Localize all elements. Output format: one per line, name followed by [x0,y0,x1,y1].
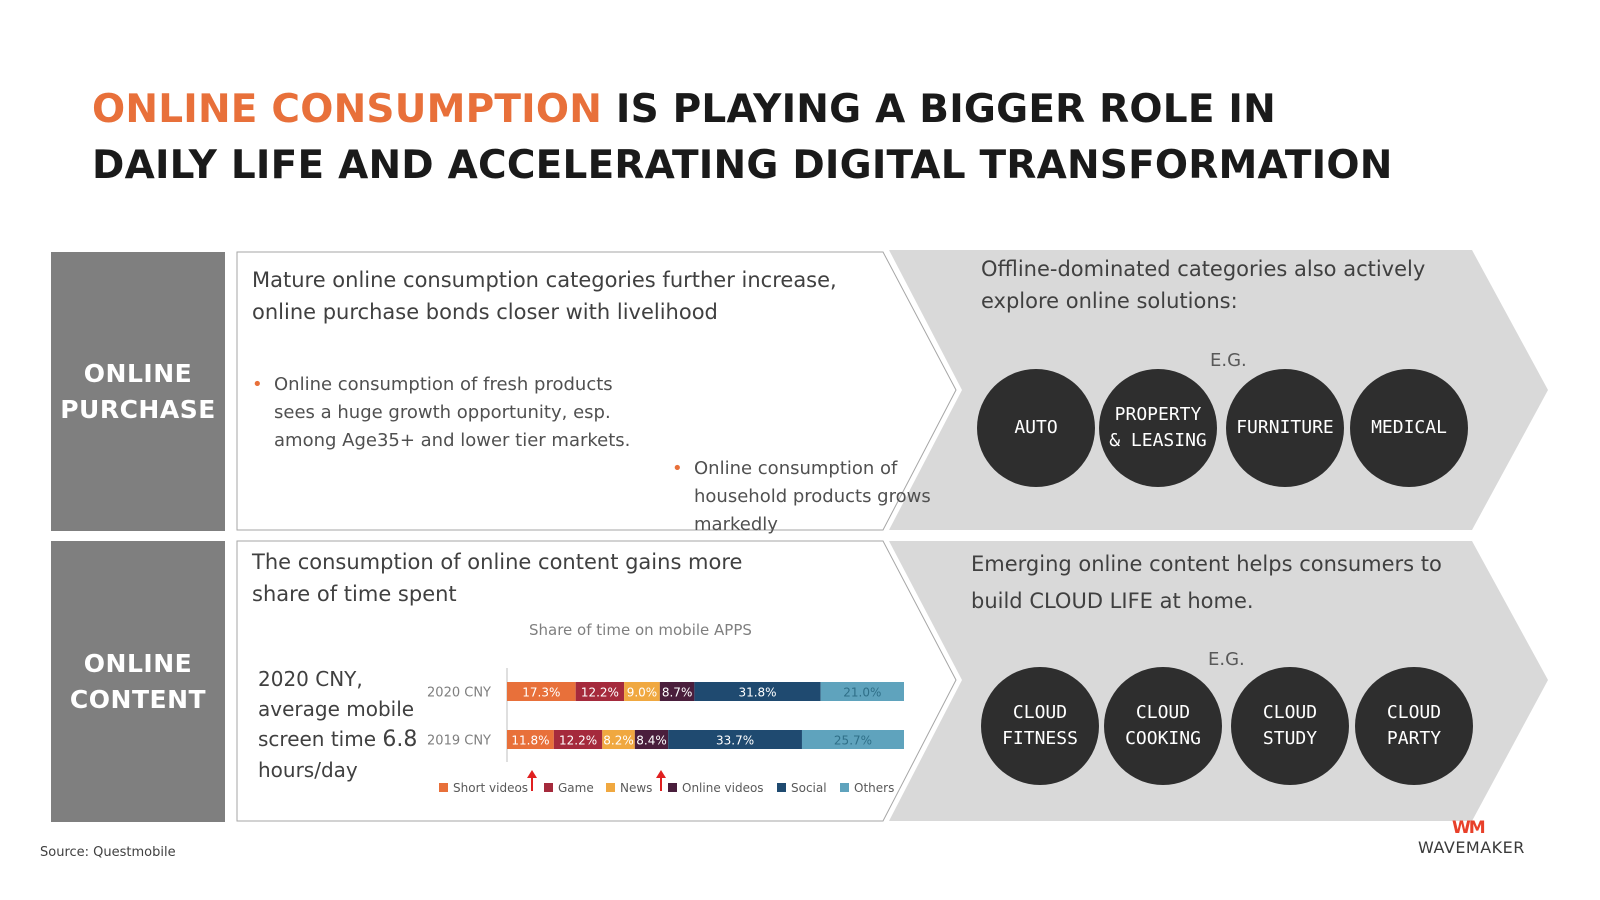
bar-segment [820,682,904,701]
cloud-circle-fitness: CLOUD FITNESS [981,667,1099,785]
cloud-circle-study: CLOUD STUDY [1231,667,1349,785]
wavemaker-logo-text: WAVEMAKER [1418,838,1525,857]
side-label-content-line1: ONLINE [83,648,193,678]
title-line2: DAILY LIFE AND ACCELERATING DIGITAL TRAN… [92,143,1393,188]
cloud-circle-party: CLOUD PARTY [1355,667,1473,785]
bar-segment [575,682,625,701]
data-label: 31.8% [738,686,776,700]
data-label: 21.0% [843,686,881,700]
circle-line2: FITNESS [1002,728,1078,749]
side-label-content-line2: CONTENT [69,684,207,714]
circle-line1: PROPERTY [1114,404,1202,425]
side-label-content: ONLINE CONTENT [51,541,225,822]
circle-line2: COOKING [1125,728,1201,749]
data-label: 8.7% [662,686,693,700]
category-circle-property-leasing: PROPERTY & LEASING [1099,369,1217,487]
circle-line1: CLOUD [1135,702,1191,723]
title-highlight: ONLINE CONSUMPTION [92,87,603,132]
bar-segment [507,730,554,749]
legend-label: Social [791,781,827,795]
legend-swatch [606,783,615,792]
purchase-bullet-2-text: Online consumption of household products… [694,458,931,535]
data-label: 9.0% [627,686,658,700]
side-label-purchase-line2: PURCHASE [60,394,216,424]
purchase-bullet-1-text: Online consumption of fresh products see… [274,374,631,451]
content-heading: The consumption of online content gains … [252,550,743,606]
source-note: Source: Questmobile [40,845,176,860]
data-label: 8.4% [636,734,667,748]
increase-arrow-head-icon [656,770,666,778]
circle-line1: MEDICAL [1371,417,1447,438]
screen-time-stat: 2020 CNY, average mobile screen time 6.8… [258,664,418,785]
cloud-circle-cooking: CLOUD COOKING [1104,667,1222,785]
content-eg-label: E.G. [1208,649,1245,670]
category-label: 2020 CNY [427,686,491,701]
legend-label: Online videos [682,781,764,795]
side-label-purchase-line1: ONLINE [83,358,193,388]
circle-line1: AUTO [1014,417,1058,438]
circle-line1: CLOUD [1262,702,1318,723]
bar-segment [553,730,603,749]
purchase-bullet-2: • Online consumption of household product… [672,455,944,539]
data-label: 33.7% [716,734,754,748]
circle-line2: PARTY [1386,728,1442,749]
category-circle-auto: AUTO [977,369,1095,487]
purchase-heading: Mature online consumption categories fur… [252,268,837,324]
category-circle-furniture: FURNITURE [1226,369,1344,487]
title-line1-rest: IS PLAYING A BIGGER ROLE IN [602,87,1276,132]
legend-swatch [439,783,448,792]
stat-value: 6.8 [382,727,418,752]
bar-segment [602,730,635,749]
legend-label: Game [558,781,594,795]
circle-line1: CLOUD [1386,702,1442,723]
circle-line2: & LEASING [1109,430,1207,451]
bullet-dot-icon: • [252,374,263,395]
data-label: 25.7% [834,734,872,748]
bar-segment [694,682,821,701]
data-label: 17.3% [522,686,560,700]
data-label: 11.8% [511,734,549,748]
purchase-left-chevron [236,251,957,531]
side-label-purchase: ONLINE PURCHASE [51,252,225,531]
legend-swatch [777,783,786,792]
legend-label: Others [854,781,894,795]
chart-title: Share of time on mobile APPS [529,621,752,639]
bar-segment [801,730,904,749]
legend-label: News [620,781,652,795]
bullet-dot-icon: • [672,458,683,479]
bar-segment [659,682,695,701]
data-label: 12.2% [559,734,597,748]
bar-segment [634,730,669,749]
share-of-time-chart: 2020 CNY 17.3% 12.2% 9.0% 8.7% 31.8% 21.0% 2019… [427,668,904,795]
circle-line1: CLOUD [1012,702,1068,723]
data-label: 12.2% [581,686,619,700]
legend-swatch [668,783,677,792]
circle-line2: STUDY [1262,728,1318,749]
legend-label: Short videos [453,781,528,795]
purchase-bullet-1: • Online consumption of fresh products se… [252,371,654,455]
purchase-eg-label: E.G. [1210,350,1247,371]
stat-suffix: hours/day [258,758,358,782]
category-label: 2019 CNY [427,734,491,749]
content-left-chevron [236,540,957,822]
content-right-heading: Emerging online content helps consumers … [971,552,1442,613]
legend-swatch [544,783,553,792]
bar-segment [668,730,802,749]
bar-segment [507,682,576,701]
legend-swatch [840,783,849,792]
increase-arrow-head-icon [527,770,537,778]
bar-segment [624,682,660,701]
category-circle-medical: MEDICAL [1350,369,1468,487]
stat-prefix: 2020 CNY, average mobile screen time [258,667,415,751]
data-label: 8.2% [603,734,634,748]
purchase-right-heading: Offline-dominated categories also active… [981,257,1426,313]
circle-line1: FURNITURE [1236,417,1334,438]
wavemaker-logo-mark: WM [1452,818,1486,838]
page-title: ONLINE CONSUMPTION IS PLAYING A BIGGER R… [92,82,1492,194]
